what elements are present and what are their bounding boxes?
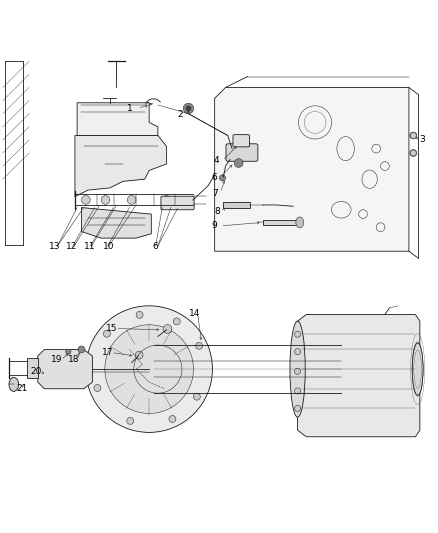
Circle shape: [78, 346, 85, 353]
Text: 2: 2: [177, 110, 183, 119]
Polygon shape: [38, 350, 92, 389]
Circle shape: [94, 384, 101, 391]
Circle shape: [105, 325, 194, 414]
Text: 6: 6: [153, 242, 159, 251]
Circle shape: [410, 133, 417, 139]
Text: 11: 11: [85, 242, 96, 251]
Circle shape: [196, 342, 202, 349]
Circle shape: [136, 311, 143, 318]
Text: 7: 7: [212, 189, 218, 198]
Text: 6: 6: [212, 173, 218, 182]
Ellipse shape: [412, 343, 423, 395]
Polygon shape: [263, 220, 300, 225]
Text: 14: 14: [189, 309, 201, 318]
Text: 1: 1: [127, 104, 132, 113]
Circle shape: [169, 416, 176, 423]
Text: 4: 4: [214, 156, 219, 165]
Circle shape: [219, 175, 226, 181]
Text: 21: 21: [16, 384, 27, 393]
Circle shape: [294, 368, 300, 374]
Text: 15: 15: [106, 324, 118, 333]
Text: 3: 3: [419, 135, 425, 144]
Circle shape: [135, 351, 143, 359]
Text: 12: 12: [66, 242, 78, 251]
Circle shape: [410, 149, 417, 157]
Text: 9: 9: [212, 221, 218, 230]
FancyBboxPatch shape: [226, 144, 258, 161]
Circle shape: [294, 405, 300, 411]
Circle shape: [186, 106, 191, 111]
Circle shape: [294, 331, 300, 337]
Text: 8: 8: [214, 207, 220, 216]
Circle shape: [294, 349, 300, 354]
FancyBboxPatch shape: [161, 196, 194, 210]
Text: 18: 18: [68, 356, 80, 365]
Circle shape: [66, 349, 71, 354]
Circle shape: [294, 388, 300, 394]
Polygon shape: [223, 202, 250, 208]
Polygon shape: [27, 358, 38, 378]
Ellipse shape: [9, 377, 18, 391]
Circle shape: [163, 325, 172, 333]
Circle shape: [410, 150, 417, 156]
Circle shape: [101, 196, 110, 204]
Circle shape: [410, 132, 417, 139]
Ellipse shape: [290, 321, 305, 417]
Polygon shape: [75, 135, 166, 197]
Polygon shape: [81, 207, 151, 238]
Circle shape: [81, 196, 90, 204]
Circle shape: [162, 196, 171, 204]
Circle shape: [234, 159, 243, 167]
Polygon shape: [215, 87, 409, 251]
Circle shape: [127, 417, 134, 424]
Text: 17: 17: [102, 348, 113, 357]
Text: 20: 20: [31, 367, 42, 376]
Polygon shape: [77, 103, 158, 135]
Circle shape: [103, 330, 110, 337]
Ellipse shape: [296, 217, 304, 228]
FancyBboxPatch shape: [233, 135, 250, 147]
Text: 10: 10: [103, 242, 115, 251]
Circle shape: [183, 103, 194, 114]
Circle shape: [173, 318, 180, 325]
Circle shape: [127, 196, 136, 204]
Text: 13: 13: [49, 242, 60, 251]
Polygon shape: [297, 314, 420, 437]
Circle shape: [86, 306, 212, 432]
Text: 19: 19: [51, 356, 62, 365]
Circle shape: [193, 393, 200, 400]
